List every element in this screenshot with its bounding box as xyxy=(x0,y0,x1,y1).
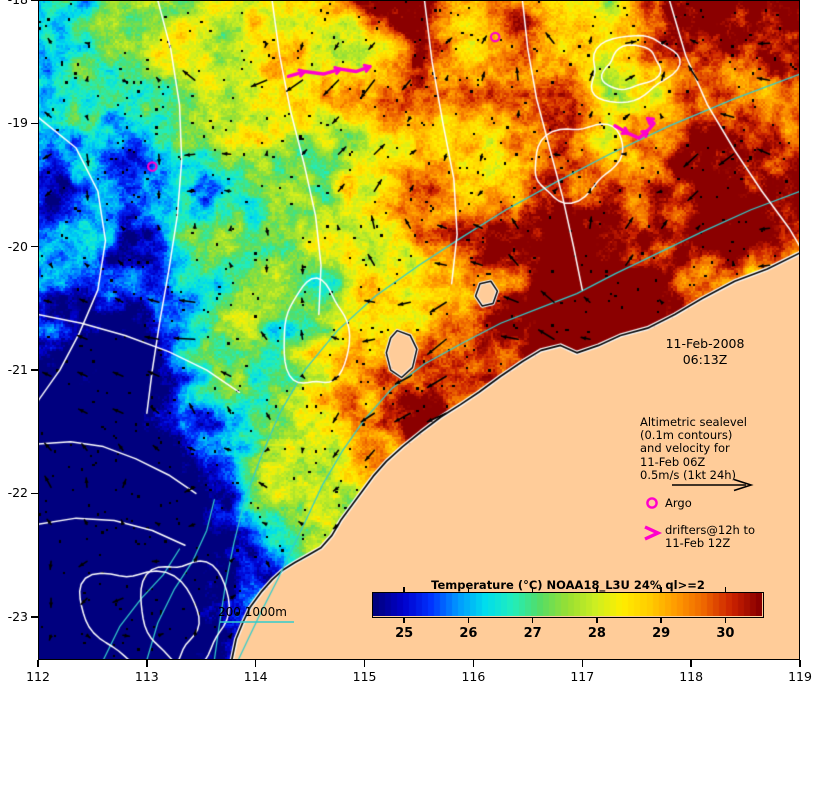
colorbar-tick-mark xyxy=(403,618,405,623)
x-tick-label: 114 xyxy=(243,669,268,684)
colorbar-tick-mark xyxy=(403,587,405,592)
y-tick-mark xyxy=(31,616,38,618)
colorbar-title: Temperature (°C) NOAA18_L3U 24% ql>=2 xyxy=(431,578,705,592)
colorbar-tick-mark xyxy=(724,587,727,592)
map-overlay-canvas xyxy=(38,0,800,660)
altimetry-legend-text: Altimetric sealevel (0.1m contours) and … xyxy=(640,415,747,482)
colorbar-tick-mark xyxy=(596,587,598,592)
colorbar-tick-label: 28 xyxy=(587,626,606,641)
y-tick-mark xyxy=(31,0,38,1)
x-tick-mark xyxy=(690,660,692,667)
colorbar-tick-mark xyxy=(531,587,534,592)
colorbar-tick-mark xyxy=(596,618,598,623)
colorbar-tick-mark xyxy=(467,587,470,592)
x-tick-label: 112 xyxy=(26,669,50,684)
observation-datestamp: 11-Feb-2008 06:13Z xyxy=(665,336,745,367)
sst-map-figure: 11-Feb-2008 06:13Z Altimetric sealevel (… xyxy=(0,0,840,684)
y-tick-label: -21 xyxy=(7,362,28,378)
x-tick-mark xyxy=(799,660,801,667)
y-tick-label: -19 xyxy=(7,115,28,131)
x-tick-label: 116 xyxy=(461,669,486,684)
colorbar-tick-label: 29 xyxy=(652,626,671,641)
x-tick-mark xyxy=(37,660,39,667)
colorbar-tick-mark xyxy=(724,618,727,623)
y-tick-label: -20 xyxy=(7,238,28,254)
credit-container: © IMOS 03-Apr-2015 12:05:13 Hobart time xyxy=(806,0,840,680)
colorbar-tick-mark xyxy=(660,587,662,592)
velocity-scale-arrow xyxy=(672,478,754,492)
y-tick-label: -22 xyxy=(7,485,28,501)
colorbar-tick-mark xyxy=(531,618,534,623)
argo-float-marker-icon xyxy=(646,497,658,509)
x-tick-mark xyxy=(472,660,475,667)
y-tick-label: -18 xyxy=(0,0,28,7)
x-tick-mark xyxy=(363,660,366,667)
drifter-track-marker-icon xyxy=(644,525,663,541)
colorbar-tick-label: 27 xyxy=(523,626,542,641)
x-tick-mark xyxy=(146,660,148,667)
map-plot-area[interactable] xyxy=(38,0,800,660)
y-tick-mark xyxy=(31,245,38,248)
colorbar-tick-label: 26 xyxy=(459,626,478,641)
colorbar[interactable] xyxy=(372,592,764,618)
x-tick-label: 118 xyxy=(679,669,704,684)
colorbar-gradient xyxy=(373,593,762,616)
x-tick-label: 115 xyxy=(352,669,377,684)
x-tick-mark xyxy=(581,660,584,667)
colorbar-tick-label: 30 xyxy=(716,626,735,641)
drifter-legend-label: drifters@12h to 11-Feb 12Z xyxy=(665,523,755,551)
colorbar-tick-mark xyxy=(660,618,662,623)
y-tick-mark xyxy=(31,369,38,371)
argo-legend-label: Argo xyxy=(665,496,692,510)
colorbar-tick-mark xyxy=(467,618,470,623)
bathymetry-legend-label: 200 1000m xyxy=(218,605,287,619)
x-tick-label: 113 xyxy=(134,669,159,684)
y-tick-mark xyxy=(31,492,38,495)
y-tick-label: -23 xyxy=(7,608,28,624)
y-tick-mark xyxy=(31,122,38,125)
bathymetry-legend-line xyxy=(220,621,294,623)
x-tick-label: 117 xyxy=(570,669,595,684)
x-tick-mark xyxy=(254,660,257,667)
colorbar-tick-label: 25 xyxy=(395,626,414,641)
